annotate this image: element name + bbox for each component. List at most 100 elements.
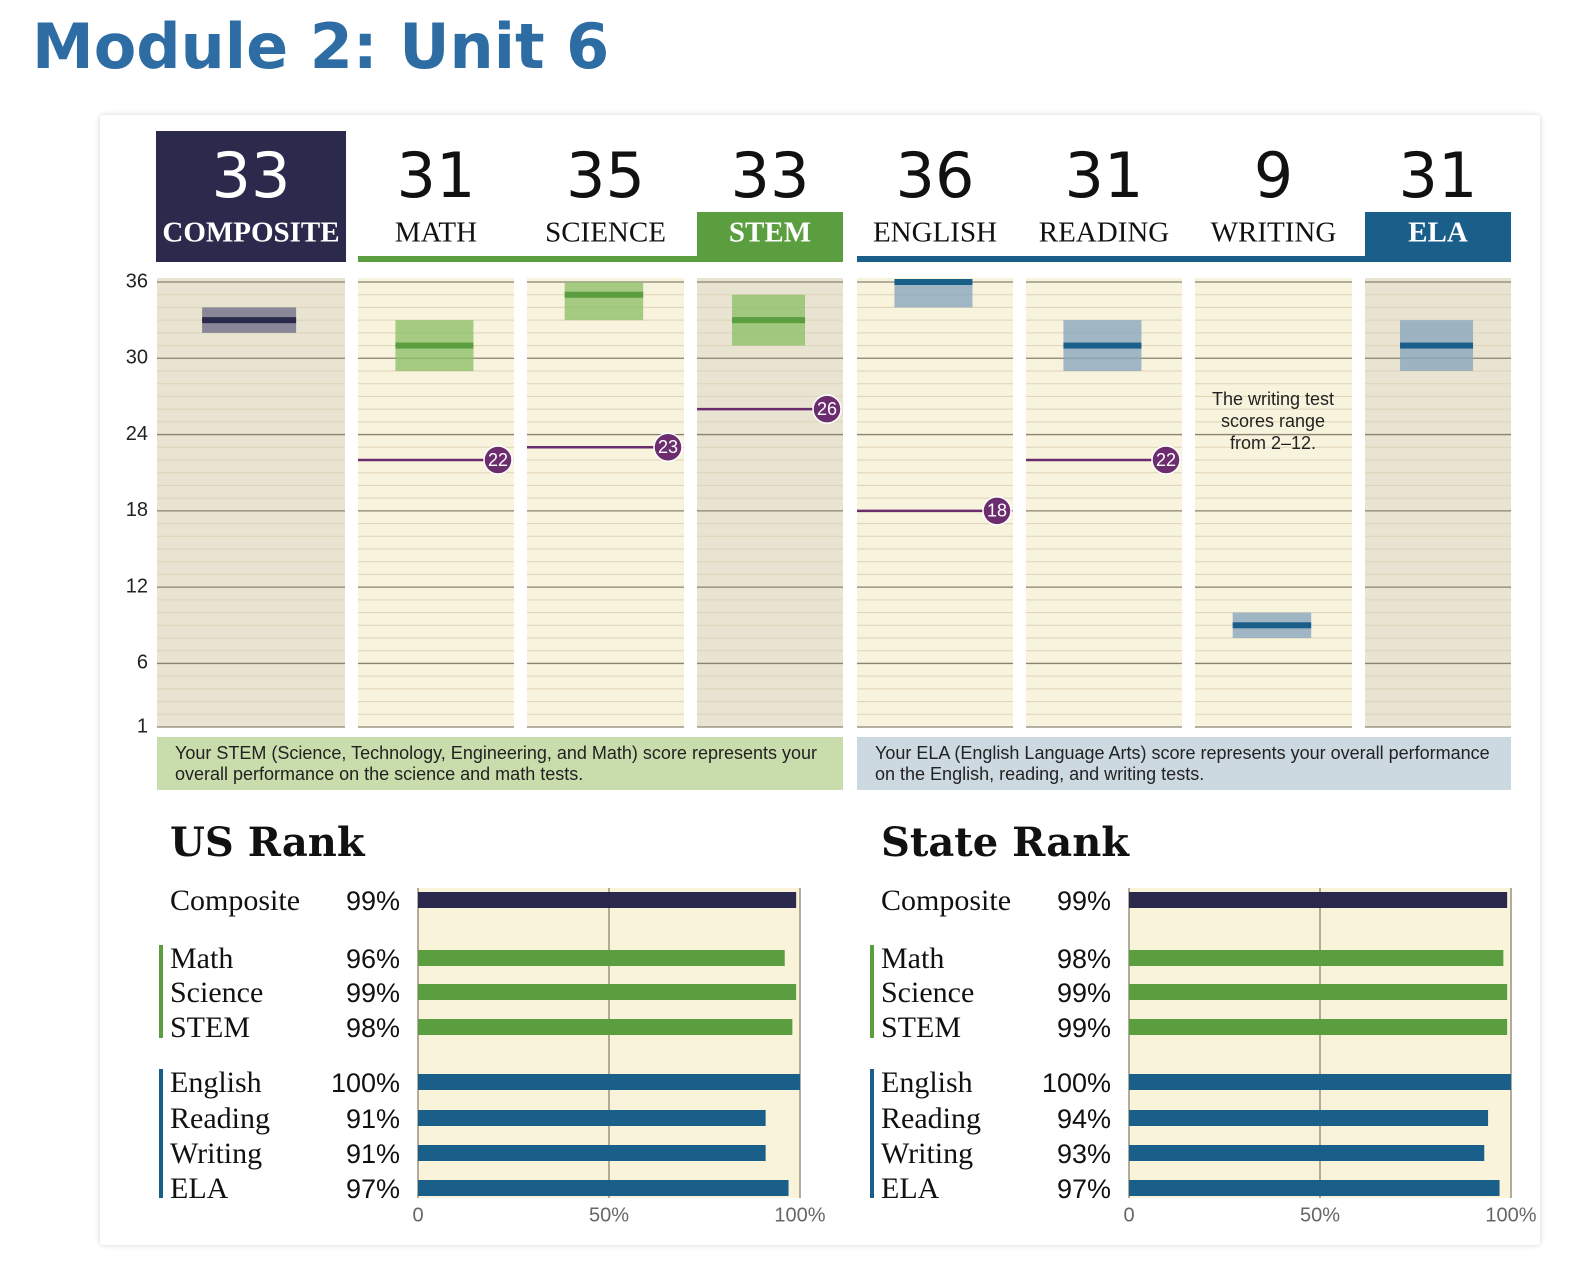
header-underline [857, 256, 1026, 262]
benchmark-label: 26 [817, 399, 837, 419]
category-label: Reading [881, 1102, 981, 1135]
header-label-box [1365, 212, 1511, 262]
column-background [157, 278, 345, 727]
bar [418, 1180, 789, 1196]
bar [1129, 950, 1504, 966]
category-label: Composite [170, 884, 300, 917]
y-tick-label: 36 [126, 270, 148, 292]
category-label: Science [170, 976, 263, 1009]
score-value: 31 [397, 139, 476, 212]
x-tick-label: 100% [774, 1204, 825, 1226]
y-tick-label: 24 [126, 423, 148, 445]
score-value: 31 [1399, 139, 1478, 212]
category-label: English [170, 1066, 262, 1099]
category-label: STEM [881, 1011, 961, 1044]
value-label: 99% [346, 978, 400, 1008]
score-line [564, 291, 644, 298]
value-label: 99% [346, 886, 400, 916]
stem-note: Your STEM (Science, Technology, Engineer… [157, 737, 843, 790]
benchmark-marker [483, 445, 513, 475]
benchmark-marker [812, 394, 842, 424]
x-tick-label: 50% [589, 1204, 629, 1226]
bar [1129, 892, 1508, 908]
category-label: ELA [881, 1172, 940, 1205]
ela-note: Your ELA (English Language Arts) score r… [857, 737, 1511, 790]
x-tick-label: 100% [1485, 1204, 1536, 1226]
score-line [395, 342, 474, 349]
bar [418, 1110, 766, 1126]
value-label: 91% [346, 1104, 400, 1134]
header-underline [1026, 256, 1195, 262]
header-box [156, 131, 346, 262]
benchmark-marker [653, 432, 683, 463]
score-label: MATH [395, 217, 477, 249]
writing-annotation: The writing test scores range from 2–12. [1211, 389, 1335, 453]
value-label: 96% [346, 944, 400, 974]
category-label: STEM [170, 1011, 250, 1044]
category-label: Math [170, 942, 233, 975]
value-label: 91% [346, 1139, 400, 1169]
score-value: 33 [731, 139, 810, 212]
y-tick-label: 12 [126, 575, 148, 597]
score-label: ENGLISH [873, 217, 997, 249]
category-label: Writing [170, 1137, 262, 1170]
score-label: SCIENCE [545, 217, 666, 249]
bar [418, 984, 797, 1000]
bar [1129, 1145, 1485, 1161]
bar [1129, 1110, 1489, 1126]
value-label: 97% [1057, 1174, 1111, 1204]
score-line [732, 317, 806, 324]
score-value: 9 [1254, 139, 1293, 212]
score-line [1400, 342, 1474, 349]
header-underline [1195, 256, 1365, 262]
benchmark-label: 18 [987, 501, 1007, 521]
bar [1129, 1074, 1511, 1090]
y-tick-label: 6 [137, 652, 148, 674]
category-label: Reading [170, 1102, 270, 1135]
score-value: 33 [212, 139, 291, 212]
benchmark-label: 23 [658, 437, 678, 457]
bar [418, 1145, 766, 1161]
value-label: 99% [1057, 886, 1111, 916]
value-label: 93% [1057, 1139, 1111, 1169]
rank-title: US Rank [170, 819, 366, 866]
bar [418, 1019, 793, 1035]
value-label: 94% [1057, 1104, 1111, 1134]
bar [1129, 1019, 1508, 1035]
category-label: Writing [881, 1137, 973, 1170]
score-line [1232, 622, 1312, 629]
score-label: WRITING [1211, 217, 1337, 249]
value-label: 99% [1057, 1013, 1111, 1043]
header-underline [527, 256, 697, 262]
benchmark-marker [1151, 445, 1181, 475]
benchmark-label: 22 [488, 450, 508, 470]
column-background [697, 278, 843, 727]
score-label: STEM [729, 217, 811, 249]
bar [418, 1074, 800, 1090]
benchmark-label: 22 [1156, 450, 1176, 470]
score-range-band [894, 282, 973, 308]
category-label: Math [881, 942, 944, 975]
y-tick-label: 30 [126, 347, 148, 369]
score-line [894, 279, 973, 285]
score-range-band [564, 282, 644, 321]
value-label: 97% [346, 1174, 400, 1204]
bar [1129, 984, 1508, 1000]
bar [418, 950, 785, 966]
category-label: English [881, 1066, 973, 1099]
score-label: ELA [1408, 217, 1468, 249]
score-line [1063, 342, 1142, 349]
score-value: 31 [1065, 139, 1144, 212]
category-label: ELA [170, 1172, 229, 1205]
value-label: 98% [346, 1013, 400, 1043]
benchmark-marker [982, 496, 1012, 526]
value-label: 100% [331, 1068, 400, 1098]
y-tick-label: 18 [126, 499, 148, 521]
value-label: 100% [1042, 1068, 1111, 1098]
x-tick-label: 0 [412, 1204, 423, 1226]
x-tick-label: 0 [1123, 1204, 1134, 1226]
value-label: 99% [1057, 978, 1111, 1008]
x-tick-label: 50% [1300, 1204, 1340, 1226]
